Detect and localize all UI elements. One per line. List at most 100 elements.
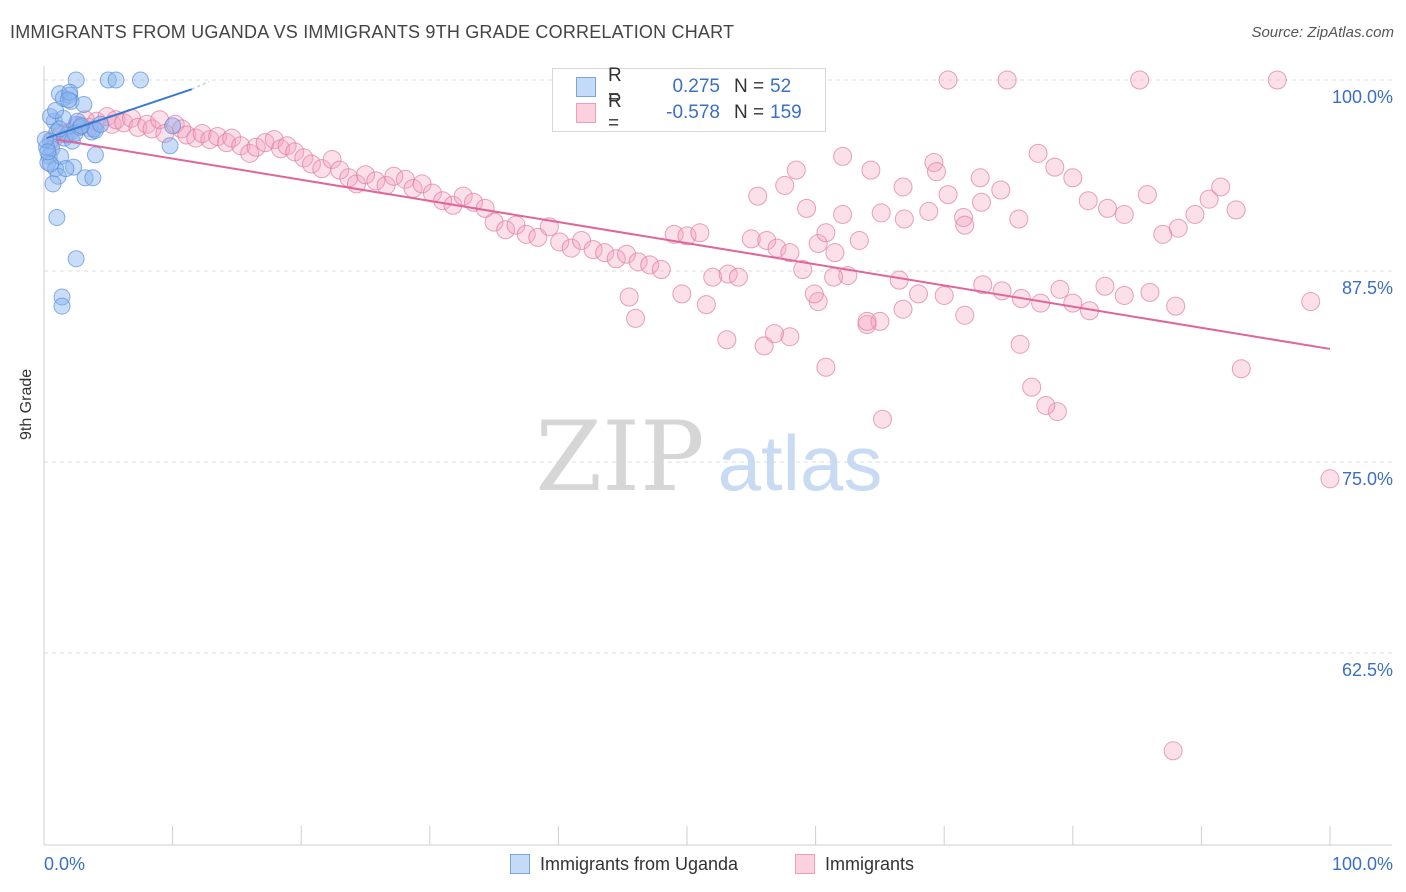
n-label: N = [734,76,765,97]
data-point [617,244,637,264]
data-point [690,223,710,243]
data-point [1022,377,1042,397]
n-value: 159 [770,102,802,123]
data-point [748,186,768,206]
legend-swatch-uganda [510,854,530,874]
data-point [595,243,615,263]
data-point [764,324,784,344]
data-point [640,255,660,275]
data-point [1114,285,1134,305]
r-value: -0.578 [666,102,720,123]
data-point [1009,209,1029,229]
data-point [871,203,891,223]
data-point [893,177,913,197]
data-point [908,284,928,304]
data-point [626,308,646,328]
immigrants-trend-line [56,138,1331,350]
y-tick-label: 87.5% [1342,278,1393,298]
data-point [718,264,738,284]
stats-row-uganda: R = 0.275 N = 52 [553,65,810,108]
data-point [1063,168,1083,188]
data-point [172,119,192,139]
data-point [1036,395,1056,415]
y-tick-label: 75.0% [1342,469,1393,489]
data-point [86,146,104,164]
x-tick-label: 100.0% [1332,854,1393,874]
data-point [991,180,1011,200]
watermark-atlas: atlas [718,419,883,507]
data-point [780,243,800,263]
data-point [1163,741,1183,761]
data-point [757,230,777,250]
grid-lines [44,79,1392,654]
data-point [200,130,220,150]
legend-label-uganda: Immigrants from Uganda [540,853,739,874]
tick-labels: 62.5% 75.0% 87.5% 100.0% 0.0% 100.0% [44,87,1393,874]
data-point [775,175,795,195]
data-point [953,208,973,228]
data-point [1114,204,1134,224]
data-point [728,267,748,287]
stats-row-immigrants: R = -0.578 N = 159 [553,91,810,134]
data-point [672,284,692,304]
data-point [677,226,697,246]
x-tick-label: 0.0% [44,854,85,874]
data-point [192,123,212,143]
data-point [161,137,179,155]
data-point [583,240,603,260]
data-point [793,259,813,279]
data-point [816,223,836,243]
data-point [484,212,504,232]
data-point [970,168,990,188]
data-point [797,198,817,218]
data-point [1095,276,1115,296]
data-point [1098,198,1118,218]
data-point [84,169,102,187]
data-point [1166,296,1186,316]
data-point [934,285,954,305]
n-label: N = [734,102,765,123]
data-point [1301,292,1321,312]
data-point [808,233,828,253]
data-point [1028,143,1048,163]
data-point [356,165,375,185]
data-point [53,288,71,306]
axes [43,66,1392,846]
data-point [804,284,824,304]
data-point [861,160,881,180]
data-point [1137,185,1157,205]
legend-item-uganda[interactable]: Immigrants from Uganda [510,852,738,876]
r-label: R = [608,65,622,108]
stats-swatch-uganda [576,77,596,97]
chart-title: IMMIGRANTS FROM UGANDA VS IMMIGRANTS 9TH… [10,22,735,42]
data-point [39,143,57,161]
data-point [651,259,671,279]
data-point [1047,402,1067,422]
data-point [1185,204,1205,224]
data-point [1063,293,1083,313]
data-point [294,148,314,168]
data-point [107,71,125,89]
uganda-trend-extension [191,80,210,90]
legend-label-immigrants: Immigrants [825,853,915,874]
data-point [1045,157,1065,177]
uganda-points [36,71,182,315]
data-point [366,171,386,191]
data-point [1320,469,1340,489]
n-value: 52 [770,76,792,97]
legend-item-immigrants[interactable]: Immigrants [795,852,914,876]
data-point [696,295,716,315]
r-label: R = [608,91,622,134]
data-point [277,136,297,156]
data-point [561,238,581,258]
data-point [824,267,844,287]
data-point [1168,218,1188,238]
stats-swatch-immigrants [576,103,596,123]
data-point [44,175,62,193]
y-tick-label: 62.5% [1342,660,1393,680]
data-point [47,102,65,120]
data-point [1078,191,1098,211]
data-point [619,287,639,307]
data-point [164,117,182,135]
